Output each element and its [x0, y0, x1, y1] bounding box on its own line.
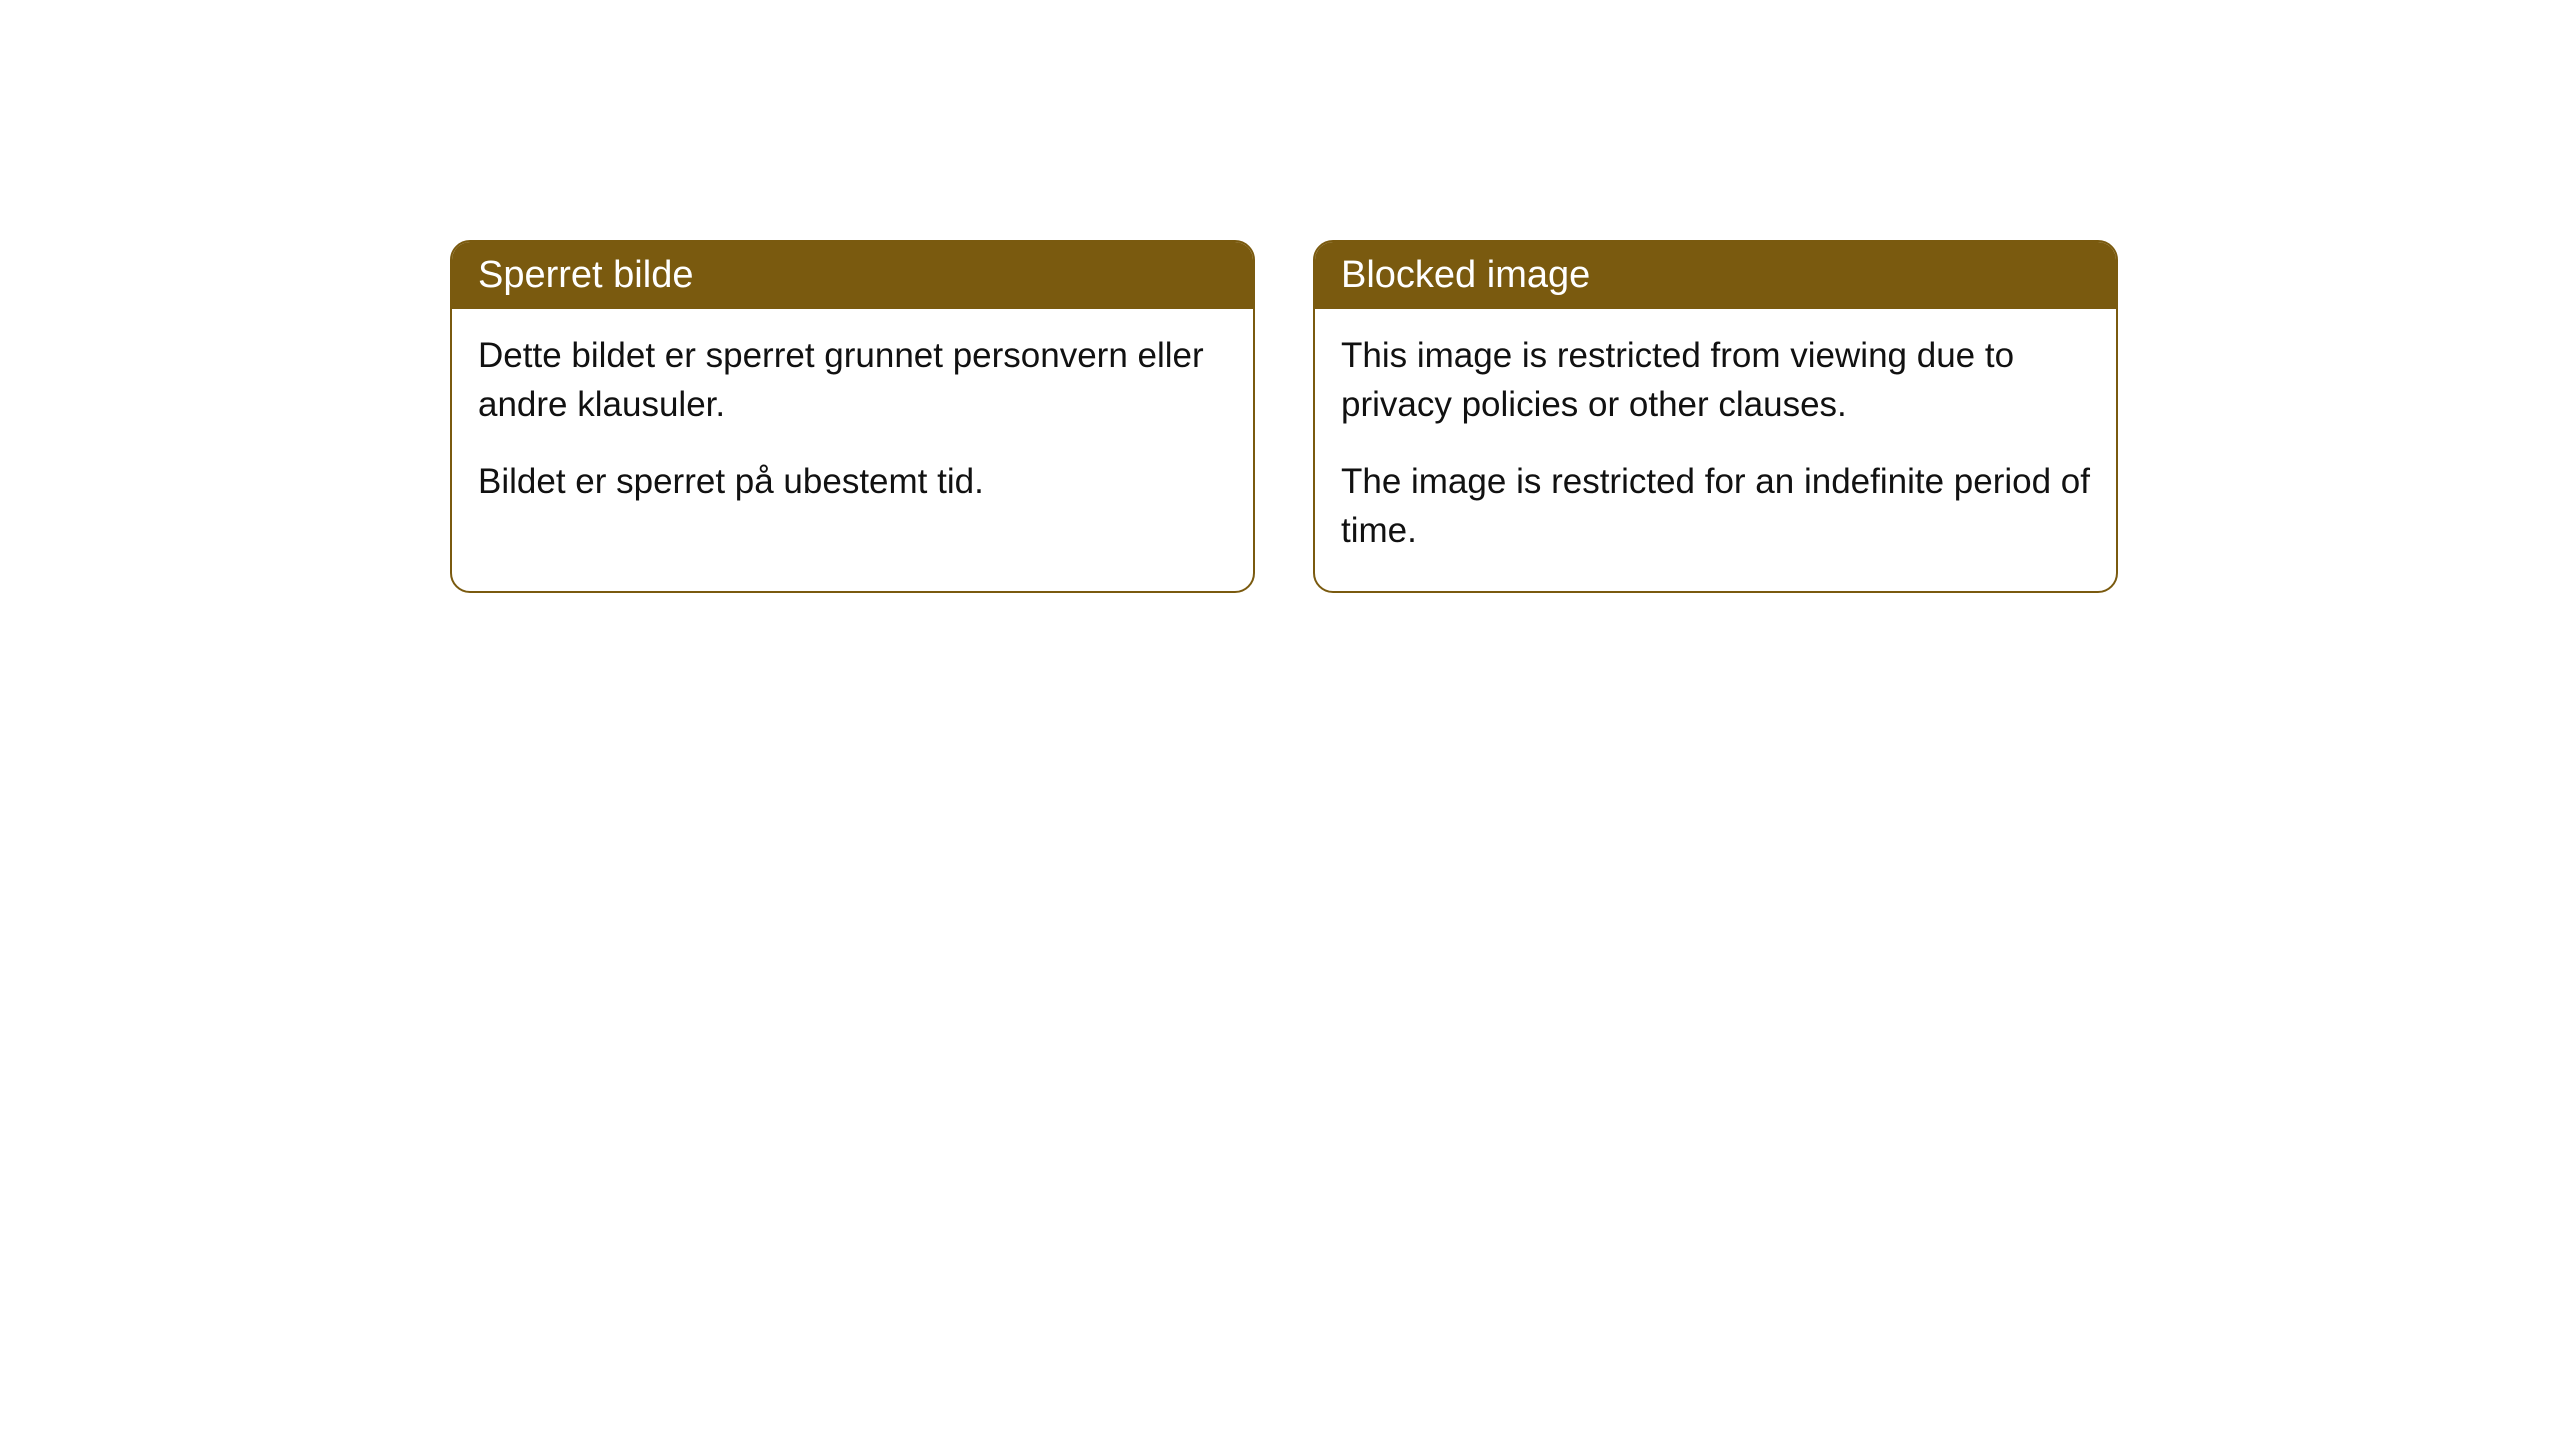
card-paragraph-1: This image is restricted from viewing du… [1341, 331, 2090, 429]
card-paragraph-2: Bildet er sperret på ubestemt tid. [478, 457, 1227, 506]
card-paragraph-1: Dette bildet er sperret grunnet personve… [478, 331, 1227, 429]
card-body-english: This image is restricted from viewing du… [1315, 309, 2116, 591]
blocked-image-card-english: Blocked image This image is restricted f… [1313, 240, 2118, 593]
notice-cards-container: Sperret bilde Dette bildet er sperret gr… [0, 0, 2560, 593]
card-paragraph-2: The image is restricted for an indefinit… [1341, 457, 2090, 555]
card-header-norwegian: Sperret bilde [452, 242, 1253, 309]
blocked-image-card-norwegian: Sperret bilde Dette bildet er sperret gr… [450, 240, 1255, 593]
card-header-english: Blocked image [1315, 242, 2116, 309]
card-body-norwegian: Dette bildet er sperret grunnet personve… [452, 309, 1253, 542]
